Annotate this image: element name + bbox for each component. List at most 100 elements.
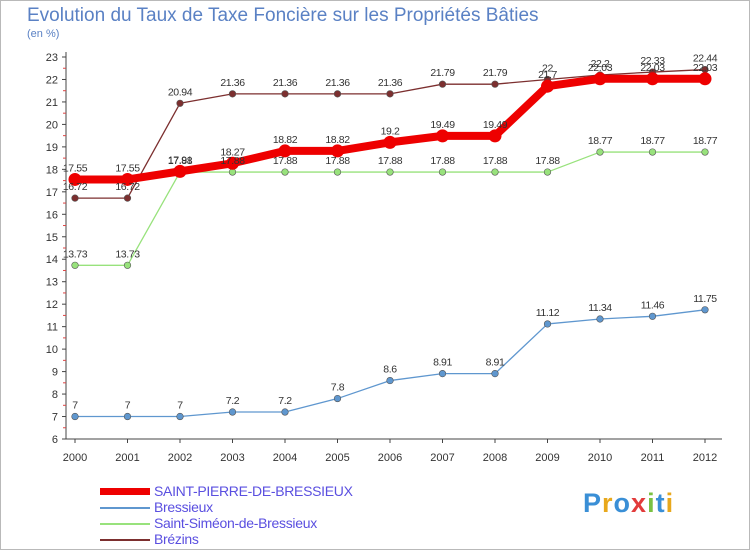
legend-label: Saint-Siméon-de-Bressieux xyxy=(154,515,317,531)
data-point xyxy=(71,194,79,202)
data-label: 22.44 xyxy=(693,53,718,65)
legend: SAINT-PIERRE-DE-BRESSIEUX Bressieux Sain… xyxy=(100,483,420,548)
data-point xyxy=(646,72,659,86)
y-tick-label: 21 xyxy=(46,97,58,109)
y-tick-label: 12 xyxy=(46,299,58,311)
data-point xyxy=(333,90,342,98)
data-label: 21.36 xyxy=(325,77,350,89)
data-point xyxy=(438,80,447,88)
logo-letter: o xyxy=(613,488,632,518)
data-label: 17.55 xyxy=(63,162,88,174)
x-tick-label: 2005 xyxy=(325,452,349,464)
y-tick-label: 23 xyxy=(46,52,58,64)
data-point xyxy=(383,135,397,149)
data-label: 19.49 xyxy=(430,119,455,131)
x-tick-label: 2011 xyxy=(641,452,665,464)
y-tick-label: 13 xyxy=(46,277,58,289)
legend-swatch xyxy=(100,523,150,525)
y-tick-label: 7 xyxy=(52,412,58,424)
data-point xyxy=(488,129,502,143)
data-label: 22.2 xyxy=(591,58,610,70)
data-label: 18.82 xyxy=(325,134,350,146)
data-point xyxy=(596,148,604,156)
data-point xyxy=(281,168,289,176)
data-label: 20.94 xyxy=(168,86,193,98)
legend-item: SAINT-PIERRE-DE-BRESSIEUX xyxy=(100,483,420,500)
axes: 6 7 8 9 10 11 12 13 14 15 16 17 18 19 20 21 22 23 2000 2001… xyxy=(46,52,722,464)
data-label: 17.88 xyxy=(535,155,560,167)
data-label: 19.2 xyxy=(381,125,400,137)
data-point xyxy=(491,370,499,378)
data-label: 17.88 xyxy=(168,155,193,167)
data-label: 7 xyxy=(125,400,131,412)
data-label: 21.36 xyxy=(220,77,245,89)
x-tick-label: 2003 xyxy=(220,452,244,464)
data-label: 22.03 xyxy=(588,62,613,74)
data-label: 21.7 xyxy=(538,69,557,81)
legend-swatch xyxy=(100,507,150,509)
data-label: 18.77 xyxy=(693,135,718,147)
data-point xyxy=(71,412,79,421)
data-point xyxy=(68,172,82,186)
data-label: 17.88 xyxy=(430,155,455,167)
data-label: 16.72 xyxy=(63,181,88,193)
data-point xyxy=(491,168,499,176)
data-point xyxy=(593,72,607,86)
data-label: 7.2 xyxy=(278,395,292,407)
y-tick-label: 15 xyxy=(46,232,58,244)
data-label: 8.6 xyxy=(383,364,397,376)
data-label: 22 xyxy=(542,62,553,74)
data-point xyxy=(228,90,237,98)
data-label: 7.8 xyxy=(331,382,345,394)
data-label: 22.03 xyxy=(640,62,665,74)
data-label: 17.88 xyxy=(325,155,350,167)
data-point xyxy=(648,312,657,320)
legend-swatch xyxy=(100,488,150,495)
x-tick-label: 2001 xyxy=(115,452,139,464)
x-tick-label: 2004 xyxy=(273,452,297,464)
data-label: 8.91 xyxy=(433,357,452,369)
data-point xyxy=(333,168,342,176)
data-label: 21.36 xyxy=(273,77,298,89)
logo-letter: P xyxy=(583,488,603,518)
logo-letter: i xyxy=(647,488,656,518)
legend-item: Brézins xyxy=(100,531,420,548)
data-point xyxy=(543,320,552,328)
data-labels: 16.72 16.72 20.94 21.36 21.36 21.36 21.36 21.79… xyxy=(63,53,718,412)
x-tick-label: 2007 xyxy=(430,452,454,464)
legend-label: SAINT-PIERRE-DE-BRESSIEUX xyxy=(154,483,353,499)
y-tick-label: 16 xyxy=(46,209,58,221)
data-point xyxy=(491,80,499,88)
data-label: 21.79 xyxy=(430,67,455,79)
data-label: 7 xyxy=(72,400,78,412)
data-label: 18.77 xyxy=(640,135,665,147)
y-tick-label: 11 xyxy=(47,322,58,334)
series-lines xyxy=(68,65,712,421)
x-tick-label: 2010 xyxy=(588,452,612,464)
data-point xyxy=(543,168,552,176)
y-tick-label: 6 xyxy=(52,434,58,446)
legend-item: Saint-Siméon-de-Bressieux xyxy=(100,515,420,532)
x-tick-label: 2006 xyxy=(378,452,402,464)
data-point xyxy=(278,144,292,158)
data-label: 17.88 xyxy=(378,155,403,167)
proxiti-logo: Proxiti xyxy=(583,488,674,519)
data-point xyxy=(228,408,237,416)
data-label: 11.46 xyxy=(641,299,665,311)
data-point xyxy=(121,172,134,186)
x-tick-label: 2008 xyxy=(483,452,507,464)
data-point xyxy=(333,394,342,403)
y-tick-label: 22 xyxy=(46,74,58,86)
data-point xyxy=(176,412,184,421)
data-point xyxy=(123,412,132,421)
data-label: 7.2 xyxy=(226,395,240,407)
chart-title: Evolution du Taux de Taxe Foncière sur l… xyxy=(27,5,539,26)
data-label: 19.49 xyxy=(483,119,508,131)
data-point xyxy=(438,370,447,378)
data-label: 18.27 xyxy=(220,146,245,158)
data-label: 21.79 xyxy=(483,67,508,79)
data-label: 22.33 xyxy=(640,55,665,67)
legend-label: Brézins xyxy=(154,531,199,547)
data-point xyxy=(541,79,554,93)
data-label: 17.88 xyxy=(220,155,245,167)
